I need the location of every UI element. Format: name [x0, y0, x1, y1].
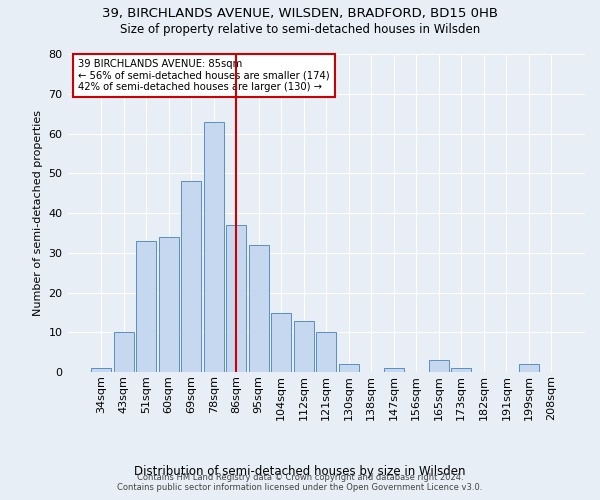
Bar [428, 360, 449, 372]
Bar [226, 225, 247, 372]
Bar [203, 122, 224, 372]
Bar [451, 368, 472, 372]
Bar [181, 182, 202, 372]
Bar [293, 320, 314, 372]
Bar [113, 332, 134, 372]
Bar [248, 245, 269, 372]
Text: Distribution of semi-detached houses by size in Wilsden: Distribution of semi-detached houses by … [134, 465, 466, 478]
Bar [158, 237, 179, 372]
Bar [91, 368, 112, 372]
Bar [271, 312, 292, 372]
Bar [136, 241, 157, 372]
Bar [519, 364, 539, 372]
Bar [383, 368, 404, 372]
Text: Contains HM Land Registry data © Crown copyright and database right 2024.
Contai: Contains HM Land Registry data © Crown c… [118, 473, 482, 492]
Text: Size of property relative to semi-detached houses in Wilsden: Size of property relative to semi-detach… [120, 22, 480, 36]
Text: 39 BIRCHLANDS AVENUE: 85sqm
← 56% of semi-detached houses are smaller (174)
42% : 39 BIRCHLANDS AVENUE: 85sqm ← 56% of sem… [78, 59, 329, 92]
Text: 39, BIRCHLANDS AVENUE, WILSDEN, BRADFORD, BD15 0HB: 39, BIRCHLANDS AVENUE, WILSDEN, BRADFORD… [102, 8, 498, 20]
Bar [316, 332, 337, 372]
Bar [338, 364, 359, 372]
Y-axis label: Number of semi-detached properties: Number of semi-detached properties [33, 110, 43, 316]
